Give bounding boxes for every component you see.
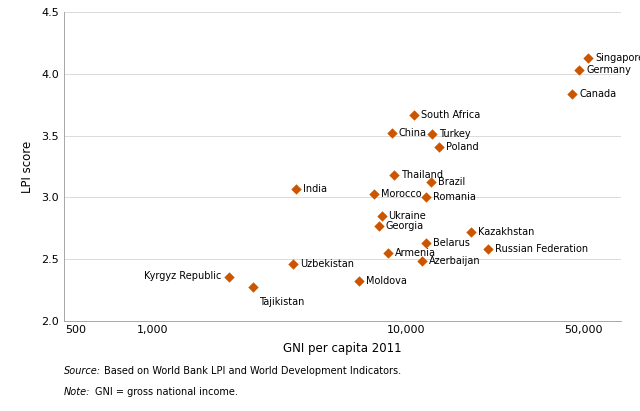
Text: Romania: Romania (433, 192, 476, 202)
Point (426, 179, 436, 186)
Point (389, 172, 399, 178)
Text: Source:: Source: (64, 366, 101, 376)
Point (369, 190, 380, 197)
Text: Turkey: Turkey (438, 129, 470, 139)
Point (248, 284, 259, 291)
Point (291, 185, 301, 192)
Point (383, 249, 394, 256)
Text: Moldova: Moldova (365, 276, 406, 286)
Point (426, 131, 436, 138)
Point (387, 130, 397, 136)
Text: Note:: Note: (64, 387, 90, 397)
Text: Armenia: Armenia (395, 248, 436, 258)
Point (353, 278, 364, 284)
Y-axis label: LPI score: LPI score (22, 140, 35, 193)
Point (567, 90, 577, 97)
Point (583, 55, 593, 61)
Text: Germany: Germany (586, 65, 631, 75)
Point (288, 261, 298, 267)
Text: GNI = gross national income.: GNI = gross national income. (95, 387, 238, 397)
Text: Russian Federation: Russian Federation (495, 244, 588, 254)
Text: Azerbaijan: Azerbaijan (429, 256, 480, 266)
Text: Thailand: Thailand (401, 170, 444, 180)
X-axis label: GNI per capita 2011: GNI per capita 2011 (283, 342, 402, 356)
Text: Kyrgyz Republic: Kyrgyz Republic (144, 271, 221, 281)
Point (223, 274, 234, 281)
Point (417, 258, 427, 265)
Point (376, 212, 387, 219)
Text: South Africa: South Africa (420, 110, 480, 120)
Text: China: China (399, 128, 427, 138)
Text: Kazakhstan: Kazakhstan (478, 227, 534, 237)
Text: Georgia: Georgia (386, 221, 424, 231)
Point (408, 111, 419, 118)
Point (483, 246, 493, 252)
Text: Belarus: Belarus (433, 238, 470, 248)
Text: Based on World Bank LPI and World Development Indicators.: Based on World Bank LPI and World Develo… (104, 366, 401, 376)
Text: Ukraine: Ukraine (388, 211, 426, 221)
Text: Tajikistan: Tajikistan (259, 297, 304, 307)
Point (434, 143, 444, 150)
Text: Canada: Canada (579, 89, 616, 99)
Point (466, 229, 476, 235)
Point (574, 67, 584, 74)
Text: India: India (303, 184, 328, 194)
Text: Morocco: Morocco (381, 189, 422, 199)
Text: Brazil: Brazil (438, 178, 465, 187)
Point (421, 194, 431, 201)
Text: Uzbekistan: Uzbekistan (300, 259, 355, 269)
Point (374, 222, 384, 229)
Point (421, 240, 431, 246)
Text: Poland: Poland (446, 142, 479, 152)
Text: Singapore: Singapore (595, 53, 640, 63)
